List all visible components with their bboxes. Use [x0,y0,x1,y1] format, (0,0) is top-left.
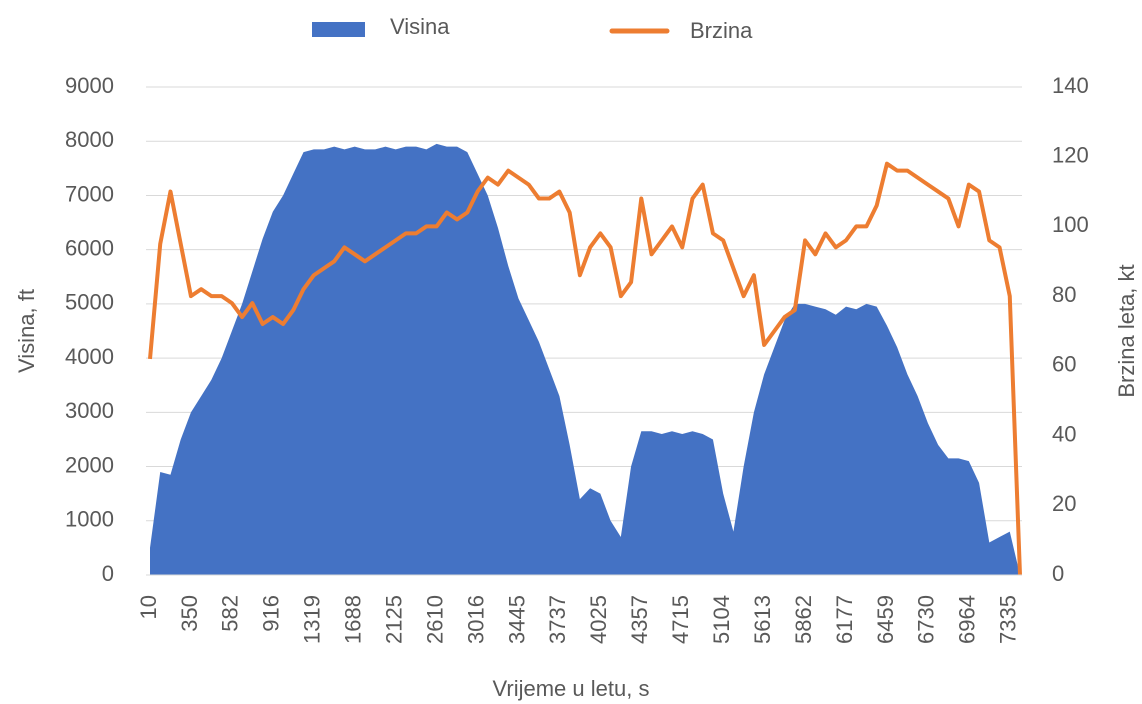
x-tick-label: 3737 [545,595,570,644]
y2-tick-label: 80 [1052,282,1076,307]
y2-tick-label: 120 [1052,143,1089,168]
y2-tick-label: 100 [1052,212,1089,237]
y2-tick-label: 0 [1052,561,1064,586]
y-tick-label: 4000 [65,344,114,369]
x-tick-label: 6730 [914,595,939,644]
x-tick-label: 916 [259,595,284,632]
x-tick-label: 4025 [586,595,611,644]
y2-axis-title: Brzina leta, kt [1114,264,1139,397]
x-tick-label: 350 [177,595,202,632]
x-tick-label: 6964 [955,595,980,644]
x-tick-label: 2610 [422,595,447,644]
x-tick-label: 2125 [381,595,406,644]
x-tick-label: 4357 [627,595,652,644]
legend-label: Visina [390,14,450,39]
y-tick-label: 5000 [65,290,114,315]
x-tick-label: 582 [218,595,243,632]
x-tick-label: 3445 [504,595,529,644]
y-axis-title: Visina, ft [14,289,39,373]
x-tick-label: 5613 [750,595,775,644]
y-tick-label: 1000 [65,507,114,532]
x-tick-label: 4715 [668,595,693,644]
x-tick-label: 6459 [873,595,898,644]
y-tick-label: 3000 [65,398,114,423]
x-tick-label: 5862 [791,595,816,644]
y-tick-label: 6000 [65,235,114,260]
x-tick-label: 3016 [463,595,488,644]
y2-tick-label: 60 [1052,352,1076,377]
x-tick-label: 1688 [341,595,366,644]
line [148,161,1022,576]
x-tick-label: 6177 [832,595,857,644]
y2-tick-label: 140 [1052,73,1089,98]
y2-tick-label: 20 [1052,491,1076,516]
y-tick-label: 8000 [65,127,114,152]
y-tick-label: 7000 [65,181,114,206]
y-tick-label: 0 [102,561,114,586]
y-tick-label: 9000 [65,73,114,98]
x-tick-label: 5104 [709,595,734,644]
y2-tick-label: 40 [1052,421,1076,446]
y-tick-label: 2000 [65,452,114,477]
x-tick-label: 7335 [996,595,1021,644]
legend-swatch [312,22,365,37]
area [150,143,1020,575]
legend-label: Brzina [690,18,753,43]
x-tick-label: 10 [136,595,161,619]
x-axis-title: Vrijeme u letu, s [493,676,650,701]
x-tick-label: 1319 [300,595,325,644]
